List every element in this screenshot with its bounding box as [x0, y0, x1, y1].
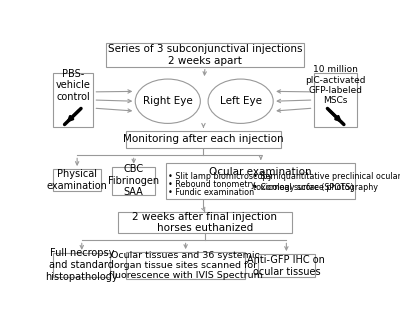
- Ellipse shape: [135, 79, 200, 124]
- FancyBboxPatch shape: [166, 163, 355, 198]
- FancyBboxPatch shape: [112, 166, 155, 195]
- Text: Ocular examination: Ocular examination: [210, 166, 312, 177]
- Text: Physical
examination: Physical examination: [47, 169, 108, 191]
- FancyBboxPatch shape: [126, 131, 281, 148]
- Text: PBS-
vehicle
control: PBS- vehicle control: [56, 69, 91, 102]
- Text: Ocular tissues and 36 systemic
organ tissue sites scanned for
fluorescence with : Ocular tissues and 36 systemic organ tis…: [109, 251, 262, 281]
- FancyBboxPatch shape: [118, 212, 292, 233]
- Text: • Corneal surface photography: • Corneal surface photography: [253, 183, 378, 192]
- Text: Anti-GFP IHC on
ocular tissues: Anti-GFP IHC on ocular tissues: [248, 255, 325, 276]
- Text: • Fundic examination: • Fundic examination: [168, 188, 254, 197]
- Text: Monitoring after each injection: Monitoring after each injection: [123, 134, 284, 144]
- FancyBboxPatch shape: [258, 254, 315, 277]
- Text: • Slit lamp biomicroscopy: • Slit lamp biomicroscopy: [168, 172, 272, 181]
- Text: Full necropsy
and standard
histopathology: Full necropsy and standard histopatholog…: [46, 249, 118, 282]
- Text: 2 weeks after final injection
horses euthanized: 2 weeks after final injection horses eut…: [132, 212, 278, 233]
- FancyBboxPatch shape: [53, 253, 110, 277]
- Text: • Rebound tonometry: • Rebound tonometry: [168, 180, 256, 189]
- Ellipse shape: [208, 79, 273, 124]
- FancyBboxPatch shape: [314, 73, 357, 127]
- FancyBboxPatch shape: [53, 169, 101, 191]
- Text: • Semiquantitative preclinical ocular
toxicology score (SPOTS): • Semiquantitative preclinical ocular to…: [253, 172, 400, 192]
- Text: CBC
Fibrinogen
SAA: CBC Fibrinogen SAA: [108, 164, 159, 197]
- Text: Right Eye: Right Eye: [143, 96, 193, 106]
- Text: Left Eye: Left Eye: [220, 96, 262, 106]
- FancyBboxPatch shape: [53, 73, 94, 127]
- FancyBboxPatch shape: [106, 43, 304, 67]
- FancyBboxPatch shape: [126, 252, 245, 279]
- Text: Series of 3 subconjunctival injections
2 weeks apart: Series of 3 subconjunctival injections 2…: [108, 44, 302, 66]
- Text: 10 million
pIC-activated
GFP-labeled
MSCs: 10 million pIC-activated GFP-labeled MSC…: [305, 65, 366, 106]
